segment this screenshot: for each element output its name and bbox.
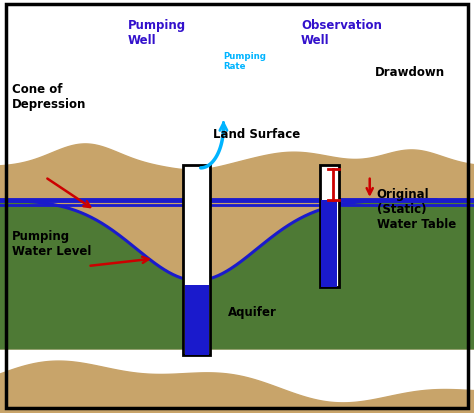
Polygon shape <box>0 0 474 171</box>
Text: Aquifer: Aquifer <box>228 305 276 318</box>
Text: Pumping
Well: Pumping Well <box>128 19 186 47</box>
Text: Pumping
Rate: Pumping Rate <box>223 52 265 71</box>
Text: Drawdown: Drawdown <box>374 66 445 79</box>
Bar <box>320 165 339 287</box>
Bar <box>321 200 337 287</box>
Polygon shape <box>0 200 474 349</box>
Text: Observation
Well: Observation Well <box>301 19 382 47</box>
Text: Land Surface: Land Surface <box>213 128 301 140</box>
Bar <box>185 285 209 355</box>
Polygon shape <box>0 145 474 349</box>
Text: Pumping
Water Level: Pumping Water Level <box>12 229 91 257</box>
Polygon shape <box>0 361 474 413</box>
Bar <box>183 165 210 355</box>
Text: Original
(Static)
Water Table: Original (Static) Water Table <box>377 188 456 231</box>
Text: Cone of
Depression: Cone of Depression <box>12 83 86 111</box>
